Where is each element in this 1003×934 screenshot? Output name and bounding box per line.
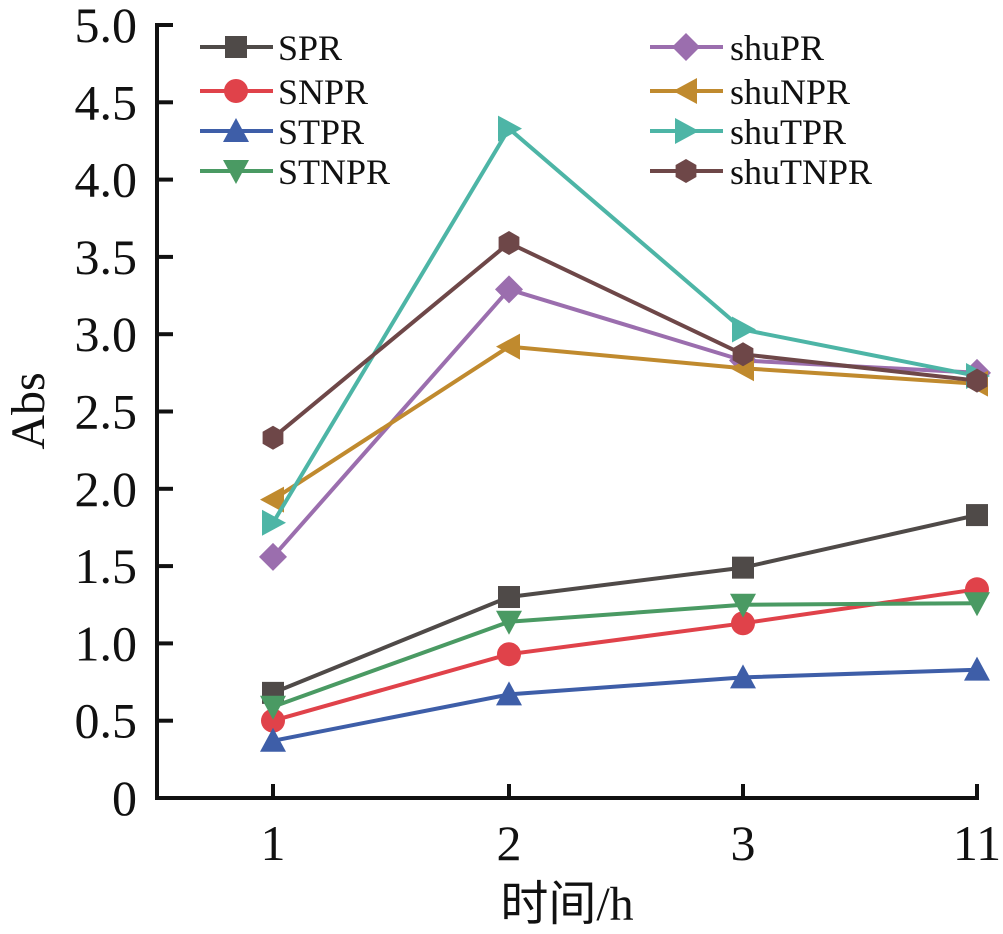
data-point-SNPR	[731, 611, 755, 636]
legend-marker-icon	[223, 118, 249, 142]
legend-marker-icon	[225, 36, 247, 58]
series-line-STNPR	[272, 601, 978, 709]
y-tick-label: 2.0	[75, 461, 138, 517]
data-point-shuTNPR	[966, 368, 988, 393]
legend-item-STPR: STPR	[200, 112, 364, 152]
y-tick-label: 4.0	[75, 152, 138, 208]
legend-marker-icon	[223, 160, 249, 184]
legend-item-STNPR: STNPR	[200, 152, 390, 192]
series-layer	[259, 115, 991, 752]
data-point-shuTPR	[732, 316, 756, 343]
data-point-STPR	[730, 664, 756, 689]
legend-item-shuPR: shuPR	[650, 28, 824, 68]
legend-item-shuTNPR: shuTNPR	[650, 152, 872, 192]
y-tick-label: 3.5	[75, 229, 138, 285]
series-line-SNPR	[272, 587, 978, 723]
data-point-shuTPR	[498, 115, 522, 142]
legend-label: STPR	[278, 112, 364, 152]
x-tick-label: 1	[261, 815, 286, 871]
legend-label: shuTPR	[730, 112, 846, 152]
series-STPR	[260, 656, 990, 752]
series-line-shuTPR	[271, 126, 978, 524]
series-shuTNPR	[262, 231, 988, 450]
series-line-STPR	[272, 667, 978, 743]
data-point-STPR	[964, 656, 990, 681]
legend-item-shuTPR: shuTPR	[650, 112, 846, 152]
data-point-shuPR	[259, 542, 287, 571]
series-line-shuNPR	[271, 344, 978, 502]
series-line-SPR	[272, 513, 978, 695]
series-shuPR	[259, 275, 991, 571]
y-tick-label: 1.0	[75, 615, 138, 671]
data-point-STNPR	[496, 610, 522, 635]
data-point-shuNPR	[496, 333, 520, 360]
legend-marker-icon	[675, 118, 699, 144]
legend-label: shuPR	[730, 28, 824, 68]
data-point-shuNPR	[260, 486, 284, 513]
legend-label: SPR	[278, 28, 342, 68]
data-point-STNPR	[730, 593, 756, 618]
legend-marker-icon	[672, 33, 700, 61]
legend-label: STNPR	[278, 152, 390, 192]
legend-label: SNPR	[278, 72, 368, 112]
legend-marker-icon	[673, 78, 697, 104]
data-point-shuTNPR	[732, 342, 754, 367]
data-point-STNPR	[260, 695, 286, 720]
y-axis-title: Abs	[2, 372, 55, 449]
series-line-shuTNPR	[271, 241, 978, 440]
legend-label: shuNPR	[730, 72, 850, 112]
series-line-shuPR	[271, 287, 978, 559]
data-point-shuTPR	[262, 509, 286, 536]
y-tick-label: 5.0	[75, 0, 138, 53]
data-point-SPR	[732, 556, 754, 579]
data-point-STPR	[496, 681, 522, 706]
legend-marker-icon	[224, 79, 248, 103]
x-tick-label: 2	[497, 815, 522, 871]
data-point-shuTNPR	[262, 425, 284, 450]
legend-item-SPR: SPR	[200, 28, 342, 68]
data-point-SPR	[498, 586, 520, 609]
legend-item-SNPR: SNPR	[200, 72, 368, 112]
y-tick-label: 0.5	[75, 693, 138, 749]
data-point-STNPR	[964, 592, 990, 617]
y-tick-label: 4.5	[75, 74, 138, 130]
y-tick-label: 1.5	[75, 538, 138, 594]
x-tick-label: 11	[953, 815, 1001, 871]
data-point-STPR	[260, 727, 286, 752]
y-tick-label: 2.5	[75, 384, 138, 440]
data-point-SNPR	[261, 708, 285, 733]
data-point-shuTNPR	[498, 231, 520, 255]
legend-item-shuNPR: shuNPR	[650, 72, 850, 112]
legend-marker-icon	[675, 159, 697, 183]
series-STNPR	[260, 592, 990, 720]
axes: 0 0.5 1.0 1.5 2.0 2.5 3.0 3.5 4.0 4.5 5.0 1 2 3 11	[75, 0, 1002, 871]
data-point-SNPR	[497, 642, 521, 667]
data-point-shuPR	[495, 275, 523, 304]
data-point-SPR	[966, 504, 988, 527]
x-axis-title: 时间/h	[500, 878, 633, 931]
y-tick-label: 3.0	[75, 306, 138, 362]
x-tick-label: 3	[731, 815, 756, 871]
legend-label: shuTNPR	[730, 152, 872, 192]
y-tick-label: 0	[112, 770, 137, 826]
